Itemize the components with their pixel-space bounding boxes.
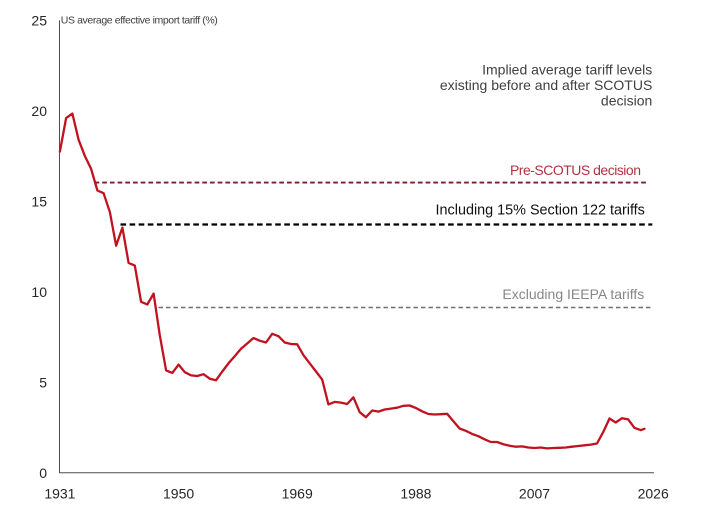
svg-text:10: 10 [31, 284, 47, 300]
svg-text:Pre-SCOTUS decision: Pre-SCOTUS decision [510, 162, 641, 178]
svg-text:1969: 1969 [282, 486, 313, 502]
svg-text:US average effective import ta: US average effective import tariff (%) [61, 14, 218, 26]
svg-text:decision: decision [601, 92, 652, 108]
svg-text:0: 0 [39, 465, 47, 481]
svg-text:existing before and after SCOT: existing before and after SCOTUS [440, 77, 652, 93]
svg-text:Implied average tariff levels: Implied average tariff levels [482, 62, 652, 78]
svg-text:5: 5 [39, 374, 47, 390]
svg-text:1988: 1988 [400, 486, 431, 502]
svg-text:2007: 2007 [519, 486, 550, 502]
svg-text:15: 15 [31, 193, 47, 209]
svg-text:20: 20 [31, 103, 47, 119]
svg-text:1931: 1931 [44, 486, 75, 502]
svg-text:Including 15% Section 122 tari: Including 15% Section 122 tariffs [436, 203, 645, 219]
svg-text:2026: 2026 [638, 486, 669, 502]
svg-text:1950: 1950 [163, 486, 194, 502]
svg-text:Excluding IEEPA tariffs: Excluding IEEPA tariffs [502, 286, 644, 302]
svg-text:25: 25 [31, 12, 47, 28]
